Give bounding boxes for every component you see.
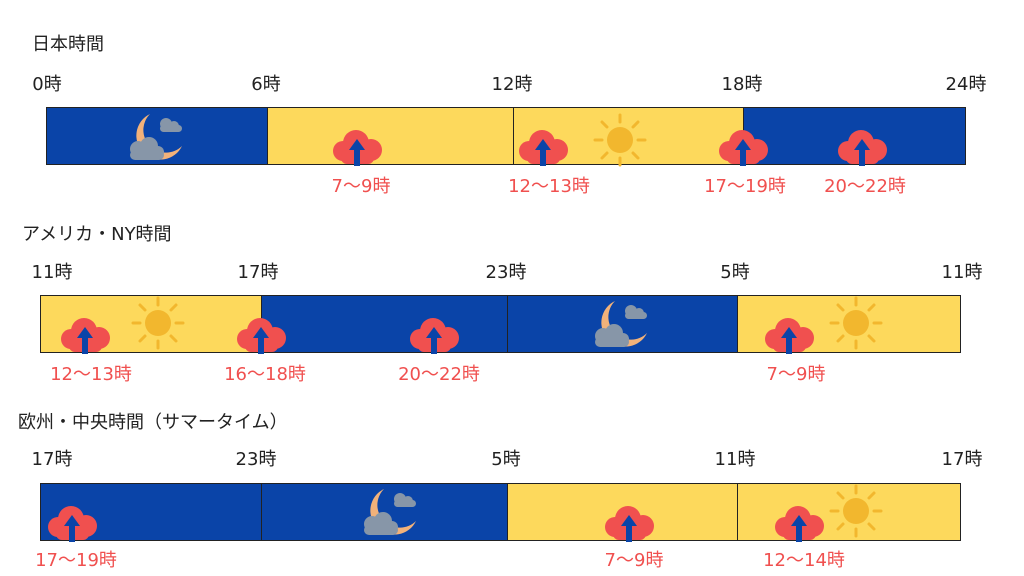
night-segment bbox=[261, 296, 507, 352]
sun-icon bbox=[131, 296, 185, 350]
peak-time-label: 12〜14時 bbox=[763, 550, 845, 571]
tick-label: 17時 bbox=[941, 449, 983, 470]
tick-label: 17時 bbox=[31, 449, 73, 470]
peak-time-label: 12〜13時 bbox=[508, 176, 590, 197]
section-title-europe: 欧州・中央時間（サマータイム） bbox=[18, 412, 288, 433]
tick-label: 23時 bbox=[235, 449, 277, 470]
peak-time-label: 20〜22時 bbox=[398, 364, 480, 385]
moon-cloud-icon bbox=[589, 297, 655, 351]
tick-label: 11時 bbox=[31, 262, 73, 283]
sun-icon bbox=[593, 113, 647, 167]
cloud-upload-icon bbox=[56, 316, 114, 354]
section-title-japan: 日本時間 bbox=[32, 34, 104, 55]
sun-icon bbox=[829, 296, 883, 350]
cloud-upload-icon bbox=[328, 128, 386, 166]
tick-label: 18時 bbox=[721, 74, 763, 95]
peak-time-label: 12〜13時 bbox=[50, 364, 132, 385]
sun-icon bbox=[829, 484, 883, 538]
tick-label: 6時 bbox=[251, 74, 281, 95]
moon-cloud-icon bbox=[358, 485, 424, 539]
cloud-upload-icon bbox=[600, 504, 658, 542]
tick-label: 12時 bbox=[491, 74, 533, 95]
tick-label: 23時 bbox=[485, 262, 527, 283]
tick-label: 17時 bbox=[237, 262, 279, 283]
cloud-upload-icon bbox=[514, 128, 572, 166]
peak-time-label: 17〜19時 bbox=[35, 550, 117, 571]
cloud-upload-icon bbox=[405, 316, 463, 354]
tick-label: 5時 bbox=[491, 449, 521, 470]
day-segment bbox=[267, 108, 513, 164]
tick-label: 11時 bbox=[941, 262, 983, 283]
peak-time-label: 16〜18時 bbox=[224, 364, 306, 385]
tick-label: 0時 bbox=[32, 74, 62, 95]
peak-time-label: 7〜9時 bbox=[331, 176, 391, 197]
tick-label: 11時 bbox=[714, 449, 756, 470]
cloud-upload-icon bbox=[714, 128, 772, 166]
cloud-upload-icon bbox=[833, 128, 891, 166]
peak-time-label: 17〜19時 bbox=[704, 176, 786, 197]
cloud-upload-icon bbox=[760, 316, 818, 354]
peak-time-label: 20〜22時 bbox=[824, 176, 906, 197]
peak-time-label: 7〜9時 bbox=[766, 364, 826, 385]
section-title-ny: アメリカ・NY時間 bbox=[22, 224, 172, 245]
tick-label: 24時 bbox=[945, 74, 987, 95]
tick-label: 5時 bbox=[720, 262, 750, 283]
cloud-upload-icon bbox=[770, 504, 828, 542]
peak-time-label: 7〜9時 bbox=[604, 550, 664, 571]
cloud-upload-icon bbox=[43, 504, 101, 542]
moon-cloud-icon bbox=[124, 110, 190, 164]
cloud-upload-icon bbox=[232, 316, 290, 354]
